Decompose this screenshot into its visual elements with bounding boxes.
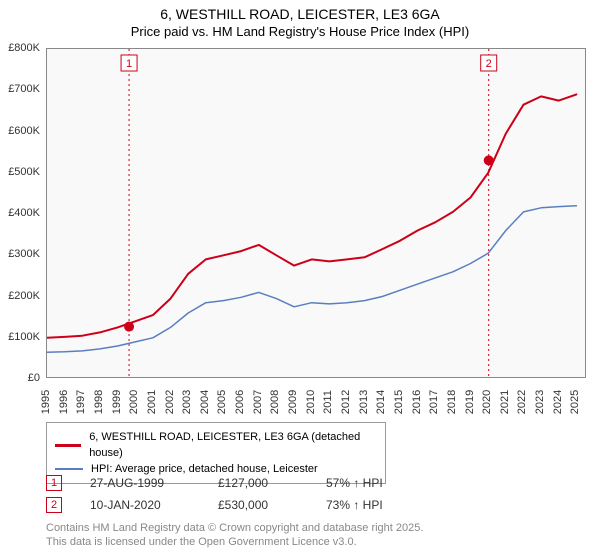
- x-axis-label: 2017: [428, 390, 440, 414]
- y-axis-label: £700K: [8, 83, 40, 95]
- x-axis-label: 1998: [93, 390, 105, 414]
- x-axis-label: 1999: [111, 390, 123, 414]
- x-axis-label: 2022: [516, 390, 528, 414]
- svg-text:2: 2: [486, 58, 492, 70]
- x-axis-label: 2025: [569, 390, 581, 414]
- x-axis-label: 2021: [499, 390, 511, 414]
- event-date: 10-JAN-2020: [90, 494, 190, 516]
- event-price: £530,000: [218, 494, 298, 516]
- x-axis-label: 2018: [446, 390, 458, 414]
- x-axis-label: 2015: [393, 390, 405, 414]
- x-axis-label: 2003: [181, 390, 193, 414]
- chart-plot-area: 12: [46, 48, 586, 378]
- legend-swatch: [55, 444, 81, 447]
- x-axis-label: 2019: [464, 390, 476, 414]
- event-badge: 1: [46, 475, 62, 491]
- x-axis-label: 2009: [287, 390, 299, 414]
- event-price: £127,000: [218, 472, 298, 494]
- x-axis-label: 2014: [375, 390, 387, 414]
- x-axis-label: 2012: [340, 390, 352, 414]
- x-axis-label: 2000: [128, 390, 140, 414]
- x-axis-label: 2011: [322, 390, 334, 414]
- page-title-line2: Price paid vs. HM Land Registry's House …: [0, 24, 600, 39]
- event-marker-badge: 1: [121, 55, 137, 71]
- y-axis-label: £200K: [8, 290, 40, 302]
- y-axis-label: £800K: [8, 42, 40, 54]
- x-axis-label: 2005: [216, 390, 228, 414]
- x-axis-label: 2023: [534, 390, 546, 414]
- price-chart: 12 £0£100K£200K£300K£400K£500K£600K£700K…: [46, 48, 586, 378]
- x-axis-label: 2004: [199, 390, 211, 414]
- y-axis-label: £600K: [8, 125, 40, 137]
- event-row: 2 10-JAN-2020 £530,000 73% ↑ HPI: [46, 494, 383, 516]
- event-badge: 2: [46, 497, 62, 513]
- x-axis-label: 2006: [234, 390, 246, 414]
- x-axis-label: 1996: [58, 390, 70, 414]
- x-axis-label: 2002: [164, 390, 176, 414]
- x-axis-label: 2016: [411, 390, 423, 414]
- x-axis-label: 2007: [252, 390, 264, 414]
- svg-text:1: 1: [126, 58, 132, 70]
- event-date: 27-AUG-1999: [90, 472, 190, 494]
- y-axis-label: £100K: [8, 331, 40, 343]
- x-axis-label: 2013: [358, 390, 370, 414]
- y-axis-label: £400K: [8, 207, 40, 219]
- legend-label: 6, WESTHILL ROAD, LEICESTER, LE3 6GA (de…: [89, 429, 377, 461]
- event-marker-badge: 2: [481, 55, 497, 71]
- y-axis-label: £500K: [8, 166, 40, 178]
- x-axis-label: 1997: [75, 390, 87, 414]
- footer-copyright: Contains HM Land Registry data © Crown c…: [46, 522, 423, 534]
- x-axis-label: 2010: [305, 390, 317, 414]
- legend-swatch: [55, 468, 83, 470]
- x-axis-label: 2001: [146, 390, 158, 414]
- events-table: 1 27-AUG-1999 £127,000 57% ↑ HPI 2 10-JAN-202…: [46, 472, 383, 516]
- event-row: 1 27-AUG-1999 £127,000 57% ↑ HPI: [46, 472, 383, 494]
- legend-item: 6, WESTHILL ROAD, LEICESTER, LE3 6GA (de…: [55, 429, 377, 461]
- series-line-property: [47, 94, 576, 337]
- y-axis-label: £0: [28, 372, 40, 384]
- x-axis-label: 2020: [481, 390, 493, 414]
- chart-svg: 12: [47, 49, 587, 379]
- y-axis-label: £300K: [8, 248, 40, 260]
- x-axis-label: 2008: [269, 390, 281, 414]
- x-axis-label: 1995: [40, 390, 52, 414]
- event-delta: 73% ↑ HPI: [326, 494, 383, 516]
- page-title-line1: 6, WESTHILL ROAD, LEICESTER, LE3 6GA: [0, 6, 600, 22]
- x-axis-label: 2024: [552, 390, 564, 414]
- event-delta: 57% ↑ HPI: [326, 472, 383, 494]
- footer-licence: This data is licensed under the Open Gov…: [46, 536, 357, 548]
